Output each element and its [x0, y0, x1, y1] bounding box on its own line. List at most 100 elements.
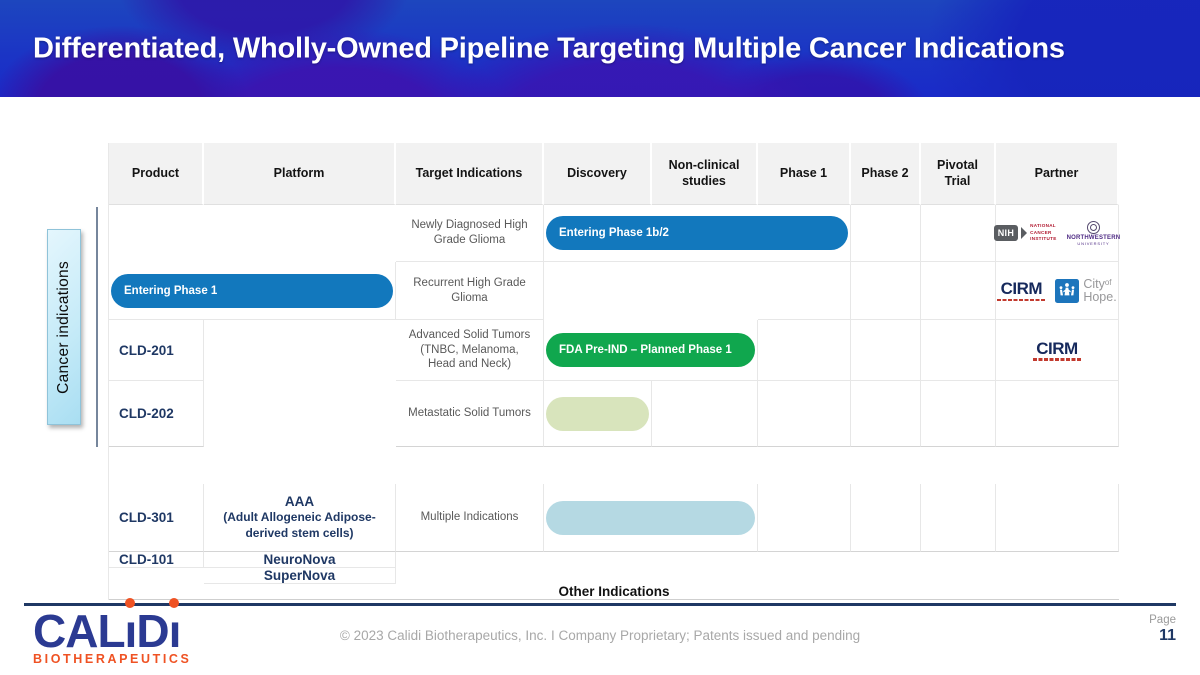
column-header-pivotal: Pivotal Trial [921, 143, 996, 205]
table-cell-empty [758, 262, 851, 320]
page-number: 11 [1159, 627, 1176, 644]
table-cell-empty [652, 381, 758, 447]
pipeline-bar-cld201-preind: FDA Pre-IND – Planned Phase 1 [546, 333, 755, 367]
partner-cell-cld201: CIRM [996, 320, 1119, 381]
table-cell-empty [921, 484, 996, 552]
indication-advanced-solid-tumors: Advanced Solid Tumors (TNBC, Melanoma, H… [396, 320, 544, 381]
cirm-wordmark: CIRM [1036, 338, 1078, 358]
slide-title: Differentiated, Wholly-Owned Pipeline Ta… [33, 32, 1065, 64]
product-cld301: CLD-301 [109, 484, 204, 552]
cirm-logo: CIRM [997, 279, 1046, 301]
logo-i-orange-dot: ı [168, 605, 182, 657]
city-of-hope-logo: City of Hope. [1055, 276, 1117, 304]
copyright-text: © 2023 Calidi Biotherapeutics, Inc. I Co… [339, 628, 861, 643]
coh-city: City [1083, 276, 1105, 291]
nih-nci-logo: NIH NATIONAL CANCER INSTITUTE [993, 223, 1057, 243]
northwestern-seal-icon [1086, 220, 1100, 234]
platform-supernova: SuperNova [204, 568, 396, 584]
column-header-non-clinical: Non-clinical studies [652, 143, 758, 205]
logo-letters: CAL [33, 605, 126, 657]
pipeline-bar-label: Entering Phase 1 [124, 284, 218, 297]
cancer-indications-bracket-line [96, 207, 98, 447]
table-cell-empty [758, 381, 851, 447]
indication-recurrent-glioma: Recurrent High Grade Glioma [396, 262, 544, 320]
pipeline-bar-cld101-phase1: Entering Phase 1 [111, 273, 393, 308]
nih-chevron-icon [1021, 227, 1028, 239]
indication-multiple: Multiple Indications [396, 484, 544, 552]
table-cell-empty [996, 484, 1119, 552]
cirm-tagline [997, 298, 1046, 301]
platform-aaa-name: AAA [284, 493, 315, 509]
nci-wordmark: NATIONAL CANCER INSTITUTE [1030, 223, 1056, 243]
cirm-tagline [1033, 358, 1081, 361]
indication-newly-diagnosed-glioma: Newly Diagnosed High Grade Glioma [396, 205, 544, 262]
city-of-hope-wordmark: City of Hope. [1083, 276, 1117, 304]
platform-aaa-desc: (Adult Allogeneic Adipose-derived stem c… [223, 509, 376, 540]
pipeline-bar-cld301 [546, 500, 755, 535]
table-cell-empty [921, 262, 996, 320]
table-cell-empty [758, 320, 851, 381]
table-cell-empty [851, 320, 921, 381]
pipeline-bar-cld101-phase1b2: Entering Phase 1b/2 [546, 216, 848, 250]
table-cell-empty [851, 484, 921, 552]
table-cell-empty [996, 381, 1119, 447]
coh-of: of [1104, 277, 1112, 287]
platform-aaa: AAA (Adult Allogeneic Adipose-derived st… [204, 484, 396, 552]
stage-cell: Entering Phase 1b/2 [544, 205, 851, 262]
column-header-phase2: Phase 2 [851, 143, 921, 205]
nci-line: NATIONAL [1030, 223, 1056, 229]
cirm-wordmark: CIRM [1000, 279, 1043, 298]
stage-cell: FDA Pre-IND – Planned Phase 1 [544, 320, 758, 381]
table-cell-empty [851, 262, 921, 320]
platform-neuronova: NeuroNova [204, 552, 396, 568]
cirm-logo: CIRM [1033, 340, 1081, 361]
column-header-discovery: Discovery [544, 143, 652, 205]
northwestern-name: NORTHWESTERN [1066, 234, 1121, 241]
product-cld201: CLD-201 [109, 320, 204, 381]
nih-logo-box: NIH [993, 225, 1019, 241]
partner-cell-cld101-row2: CIRM [996, 262, 1119, 320]
stage-cell: Entering Phase 1 [109, 262, 396, 320]
cancer-indications-label-text: Cancer indications [55, 260, 72, 394]
column-header-product: Product [109, 143, 204, 205]
calidi-logo: CALıDı BIOTHERAPEUTICS [33, 608, 191, 666]
partner-logos: NIH NATIONAL CANCER INSTITUTE NORTHWESTE… [993, 220, 1121, 246]
footer-divider-line [24, 603, 1176, 606]
table-cell-empty [758, 484, 851, 552]
calidi-wordmark: CALıDı [33, 608, 191, 654]
partner-cell-cld101-row1: NIH NATIONAL CANCER INSTITUTE NORTHWESTE… [993, 205, 1121, 262]
table-cell-empty [851, 381, 921, 447]
table-cell-empty [921, 320, 996, 381]
product-cld202: CLD-202 [109, 381, 204, 447]
cancer-indications-label: Cancer indications [47, 229, 81, 425]
nci-line: CANCER [1030, 229, 1052, 235]
coh-hope: Hope. [1083, 290, 1117, 304]
table-cell-empty [921, 205, 996, 262]
product-cld101: CLD-101 [109, 552, 204, 568]
stage-cell [544, 484, 758, 552]
city-of-hope-icon [1055, 278, 1080, 303]
northwestern-logo: NORTHWESTERN UNIVERSITY [1066, 220, 1121, 246]
column-header-partner: Partner [996, 143, 1119, 205]
page-number-block: Page 11 [1149, 614, 1176, 645]
column-header-target-indications: Target Indications [396, 143, 544, 205]
title-banner: Differentiated, Wholly-Owned Pipeline Ta… [0, 0, 1200, 97]
logo-letters: D [136, 605, 169, 657]
column-header-platform: Platform [204, 143, 396, 205]
indication-metastatic-solid-tumors: Metastatic Solid Tumors [396, 381, 544, 447]
nci-line: INSTITUTE [1030, 236, 1057, 242]
partner-logos: CIRM [996, 276, 1118, 304]
stage-cell [544, 381, 652, 447]
calidi-sub-wordmark: BIOTHERAPEUTICS [33, 652, 192, 666]
pipeline-table: Product Platform Target Indications Disc… [108, 143, 1121, 600]
pipeline-bar-label: FDA Pre-IND – Planned Phase 1 [559, 344, 732, 356]
pipeline-bar-label: Entering Phase 1b/2 [559, 227, 669, 239]
section-header-other-indications: Other Indications [109, 584, 1119, 600]
northwestern-sub: UNIVERSITY [1077, 240, 1110, 246]
table-cell-empty [851, 205, 921, 262]
table-cell-empty [921, 381, 996, 447]
column-header-phase1: Phase 1 [758, 143, 851, 205]
logo-i-orange-dot: ı [124, 605, 138, 657]
pipeline-bar-cld202-discovery [546, 396, 649, 431]
